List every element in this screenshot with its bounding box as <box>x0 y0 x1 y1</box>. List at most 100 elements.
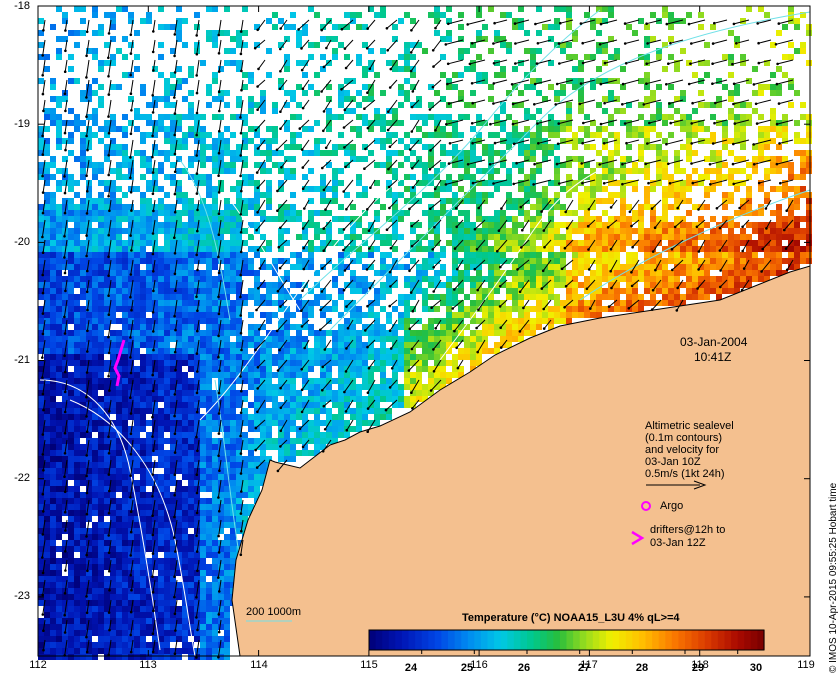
sst-cell <box>188 258 194 264</box>
sst-cell <box>356 372 362 378</box>
sst-cell <box>182 438 188 444</box>
sst-cell <box>224 312 230 318</box>
sst-cell <box>338 366 344 372</box>
sst-cell <box>452 204 458 210</box>
sst-cell <box>74 216 80 222</box>
sst-cell <box>278 288 284 294</box>
sst-cell <box>68 396 74 402</box>
sst-cell <box>230 234 236 240</box>
sst-cell <box>50 216 56 222</box>
sst-cell <box>134 396 140 402</box>
sst-cell <box>320 420 326 426</box>
sst-cell <box>482 276 488 282</box>
sst-cell <box>518 258 524 264</box>
sst-cell <box>560 282 566 288</box>
sst-cell <box>524 72 530 78</box>
sst-cell <box>494 222 500 228</box>
sst-cell <box>668 132 674 138</box>
sst-cell <box>608 198 614 204</box>
sst-cell <box>320 384 326 390</box>
sst-cell <box>248 204 254 210</box>
sst-cell <box>194 24 200 30</box>
sst-cell <box>164 204 170 210</box>
sst-cell <box>308 432 314 438</box>
sst-cell <box>584 162 590 168</box>
sst-cell <box>176 426 182 432</box>
sst-cell <box>620 174 626 180</box>
sst-cell <box>608 120 614 126</box>
sst-cell <box>254 372 260 378</box>
sst-cell <box>110 384 116 390</box>
sst-cell <box>500 336 506 342</box>
sst-cell <box>200 426 206 432</box>
sst-cell <box>92 276 98 282</box>
sst-cell <box>746 174 752 180</box>
sst-cell <box>578 216 584 222</box>
sst-cell <box>278 246 284 252</box>
sst-cell <box>200 384 206 390</box>
sst-cell <box>596 300 602 306</box>
sst-cell <box>140 138 146 144</box>
sst-cell <box>476 72 482 78</box>
sst-cell <box>320 24 326 30</box>
sst-cell <box>326 258 332 264</box>
sst-cell <box>104 12 110 18</box>
sst-cell <box>98 396 104 402</box>
sst-cell <box>548 324 554 330</box>
sst-cell <box>572 36 578 42</box>
sst-cell <box>152 276 158 282</box>
sst-cell <box>146 372 152 378</box>
sst-cell <box>716 282 722 288</box>
sst-cell <box>158 54 164 60</box>
sst-cell <box>464 228 470 234</box>
sst-cell <box>320 330 326 336</box>
sst-cell <box>428 228 434 234</box>
sst-cell <box>410 402 416 408</box>
sst-cell <box>182 246 188 252</box>
sst-cell <box>374 348 380 354</box>
sst-cell <box>404 264 410 270</box>
sst-cell <box>86 114 92 120</box>
sst-cell <box>152 228 158 234</box>
sst-cell <box>494 342 500 348</box>
sst-cell <box>74 342 80 348</box>
sst-cell <box>134 462 140 468</box>
sst-cell <box>404 144 410 150</box>
sst-cell <box>266 300 272 306</box>
sst-cell <box>38 288 44 294</box>
sst-cell <box>170 258 176 264</box>
sst-cell <box>86 294 92 300</box>
sst-cell <box>590 168 596 174</box>
sst-cell <box>92 378 98 384</box>
sst-cell <box>212 330 218 336</box>
sst-cell <box>482 216 488 222</box>
sst-cell <box>80 18 86 24</box>
sst-cell <box>266 342 272 348</box>
sst-cell <box>326 414 332 420</box>
sst-cell <box>704 234 710 240</box>
sst-cell <box>650 270 656 276</box>
sst-cell <box>50 420 56 426</box>
sst-cell <box>164 336 170 342</box>
sst-cell <box>188 264 194 270</box>
sst-cell <box>194 204 200 210</box>
sst-cell <box>776 84 782 90</box>
sst-cell <box>98 294 104 300</box>
sst-cell <box>158 306 164 312</box>
sst-cell <box>434 168 440 174</box>
sst-cell <box>404 276 410 282</box>
sst-cell <box>314 270 320 276</box>
sst-cell <box>68 432 74 438</box>
sst-cell <box>158 210 164 216</box>
sst-cell <box>374 354 380 360</box>
sst-cell <box>248 270 254 276</box>
sst-cell <box>440 270 446 276</box>
sst-cell <box>644 252 650 258</box>
sst-cell <box>758 228 764 234</box>
sst-cell <box>50 366 56 372</box>
sst-cell <box>344 144 350 150</box>
sst-cell <box>476 246 482 252</box>
sst-cell <box>536 324 542 330</box>
sst-cell <box>260 474 266 480</box>
sst-cell <box>80 30 86 36</box>
